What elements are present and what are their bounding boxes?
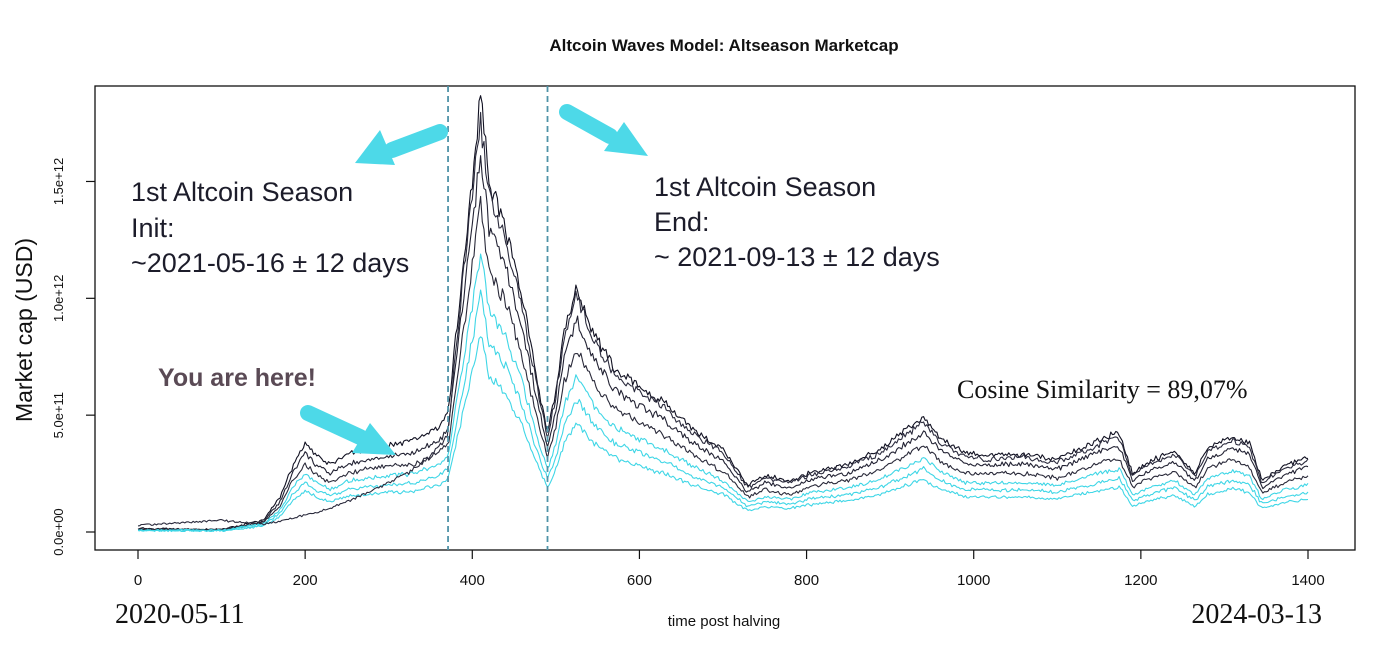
init-annotation-line-1: 1st Altcoin Season bbox=[131, 177, 353, 207]
x-tick-label: 1400 bbox=[1291, 572, 1324, 589]
x-tick-label: 200 bbox=[293, 572, 318, 589]
x-tick-label: 400 bbox=[460, 572, 485, 589]
start-date-label: 2020-05-11 bbox=[115, 599, 245, 630]
y-tick-label: 0.0e+00 bbox=[51, 508, 66, 555]
plot-frame bbox=[94, 85, 1356, 551]
x-tick-label: 1000 bbox=[957, 572, 990, 589]
series-line bbox=[137, 336, 1309, 533]
series-line bbox=[137, 111, 1309, 527]
x-axis: 0 200 400 600 800 1000 1200 1400 bbox=[134, 550, 1325, 589]
arrow-end-icon bbox=[559, 104, 648, 156]
cosine-similarity-label: Cosine Similarity = 89,07% bbox=[957, 375, 1248, 404]
y-axis-title: Market cap (USD) bbox=[11, 238, 37, 422]
init-annotation-line-2: Init: bbox=[131, 213, 175, 243]
season-vlines bbox=[447, 86, 549, 550]
series-line bbox=[137, 195, 1309, 532]
series-layer bbox=[137, 95, 1309, 533]
y-tick-label: 1.5e+12 bbox=[51, 158, 66, 205]
you-are-here-label: You are here! bbox=[158, 364, 316, 392]
series-line bbox=[137, 155, 1309, 532]
y-tick-label: 1.0e+12 bbox=[51, 275, 66, 322]
y-axis: 0.0e+00 5.0e+11 1.0e+12 1.5e+12 bbox=[51, 158, 95, 556]
x-tick-label: 800 bbox=[794, 572, 819, 589]
end-annotation-line-3: ~ 2021-09-13 ± 12 days bbox=[654, 242, 940, 272]
arrow-here-icon bbox=[300, 405, 396, 455]
x-tick-label: 0 bbox=[134, 572, 142, 589]
series-line bbox=[137, 95, 1309, 531]
init-annotation-line-3: ~2021-05-16 ± 12 days bbox=[131, 248, 409, 278]
end-annotation-line-2: End: bbox=[654, 207, 710, 237]
end-annotation-line-1: 1st Altcoin Season bbox=[654, 172, 876, 202]
x-tick-label: 1200 bbox=[1124, 572, 1157, 589]
arrow-init-icon bbox=[355, 124, 448, 165]
y-tick-label: 5.0e+11 bbox=[51, 392, 66, 438]
series-line bbox=[137, 253, 1309, 532]
x-axis-title: time post halving bbox=[668, 613, 781, 630]
chart-title: Altcoin Waves Model: Altseason Marketcap bbox=[549, 36, 898, 55]
x-tick-label: 600 bbox=[627, 572, 652, 589]
end-date-label: 2024-03-13 bbox=[1191, 599, 1322, 630]
series-line bbox=[137, 289, 1309, 532]
